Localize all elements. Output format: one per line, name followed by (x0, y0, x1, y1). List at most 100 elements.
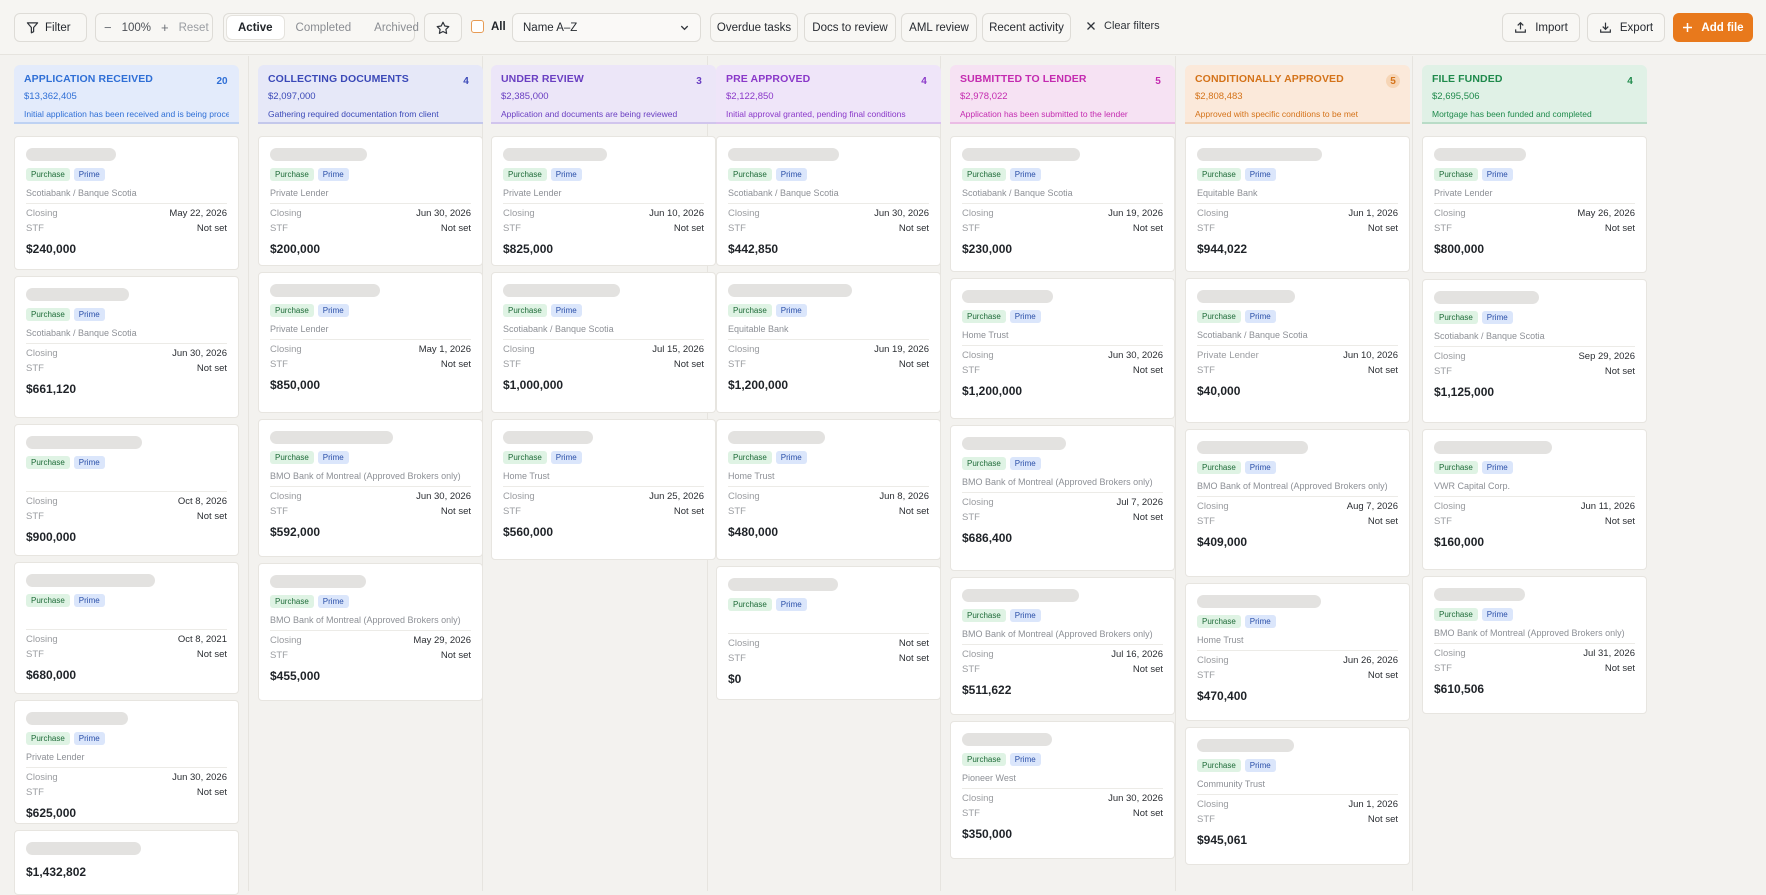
deal-card[interactable]: Purchase Prime Scotiabank / Banque Scotia C… (950, 136, 1175, 272)
card-divider (962, 644, 1163, 645)
deal-card[interactable]: Purchase Prime Equitable Bank Closing Jun 19… (716, 272, 941, 413)
lender-name: Scotiabank / Banque Scotia (728, 188, 839, 198)
deal-card[interactable]: Purchase Prime VWR Capital Corp. Closing Jun… (1422, 429, 1647, 570)
purchase-tag: Purchase (1197, 759, 1241, 772)
closing-date: Jul 16, 2026 (1111, 649, 1163, 660)
zoom-in-button[interactable]: + (161, 20, 169, 35)
card-divider (1197, 345, 1398, 346)
lender-name: BMO Bank of Montreal (Approved Brokers o… (962, 477, 1153, 487)
lender-name: BMO Bank of Montreal (Approved Brokers o… (1434, 628, 1625, 638)
deal-tags: Purchase Prime (1197, 615, 1398, 628)
deal-card[interactable]: Purchase Prime Private Lender Closing Jun 30… (258, 136, 483, 266)
favorites-button[interactable] (424, 13, 462, 42)
deal-card[interactable]: Purchase Prime BMO Bank of Montreal (Appro… (258, 563, 483, 701)
plus-icon (1682, 22, 1693, 33)
lender-name: Home Trust (1197, 635, 1244, 645)
closing-date: Jun 30, 2026 (874, 208, 929, 219)
deal-card[interactable]: $1,432,802 (14, 830, 239, 895)
add-file-button[interactable]: Add file (1673, 13, 1753, 42)
prime-tag: Prime (73, 308, 105, 321)
sort-select[interactable]: Name A–Z (512, 13, 701, 42)
closing-label: Closing (26, 348, 58, 359)
aml-review-filter[interactable]: AML review (901, 13, 977, 42)
deal-card[interactable]: Purchase Prime Private Lender Closing Jun 30… (14, 700, 239, 824)
column-divider (1175, 56, 1176, 891)
deal-card[interactable]: Purchase Prime Home Trust Closing Jun 30, 20… (950, 278, 1175, 419)
zoom-out-button[interactable]: − (104, 20, 112, 35)
stf-value: Not set (673, 223, 704, 234)
recent-activity-filter[interactable]: Recent activity (982, 13, 1071, 42)
deal-card[interactable]: Purchase Prime BMO Bank of Montreal (Appro… (1422, 576, 1647, 714)
deal-card[interactable]: Purchase Prime Scotiabank / Banque Scotia C… (491, 272, 716, 413)
lender-name: Community Trust (1197, 779, 1266, 789)
zoom-reset-button[interactable]: Reset (178, 21, 209, 34)
deal-tags: Purchase Prime (270, 304, 471, 317)
deal-card[interactable]: Purchase Prime Scotiabank / Banque Scotia P… (1185, 278, 1410, 423)
closing-date: Jun 30, 2026 (172, 348, 227, 359)
deal-card[interactable]: Purchase Prime BMO Bank of Montreal (Appro… (950, 425, 1175, 571)
closing-date: Jun 30, 2026 (172, 772, 227, 783)
deal-card[interactable]: Purchase Prime Scotiabank / Banque Scotia C… (716, 136, 941, 266)
filter-button[interactable]: Filter (14, 13, 87, 42)
import-button[interactable]: Import (1502, 13, 1580, 42)
closing-label: Closing (728, 344, 760, 355)
filter-icon (26, 21, 39, 34)
lender-name: Home Trust (962, 330, 1009, 340)
tab-active[interactable]: Active (227, 16, 284, 39)
column-total-amount: $2,808,483 (1195, 91, 1243, 102)
deal-card[interactable]: Purchase Prime Private Lender Closing May 1,… (258, 272, 483, 413)
deal-card[interactable]: Purchase Prime Scotiabank / Banque Scotia C… (1422, 279, 1647, 423)
stf-label: STF (1434, 223, 1452, 234)
deal-card[interactable]: Purchase Prime BMO Bank of Montreal (Appro… (258, 419, 483, 557)
overdue-tasks-filter[interactable]: Overdue tasks (710, 13, 798, 42)
deal-card[interactable]: Purchase Prime Private Lender Closing May 26… (1422, 136, 1647, 273)
deal-card[interactable]: Purchase Prime Pioneer West Closing Jun 30, … (950, 721, 1175, 859)
prime-tag: Prime (1244, 461, 1276, 474)
deal-card[interactable]: Purchase Prime Closing Oct 8, 2021 STF Not se… (14, 562, 239, 694)
lender-name: Home Trust (728, 471, 775, 481)
deal-card[interactable]: Purchase Prime Equitable Bank Closing Jun 1,… (1185, 136, 1410, 272)
tab-completed[interactable]: Completed (295, 21, 352, 34)
lender-name: Private Lender (270, 188, 329, 198)
deal-card[interactable]: Purchase Prime Home Trust Closing Jun 25, 20… (491, 419, 716, 560)
closing-date: Jun 30, 2026 (416, 491, 471, 502)
lender-name: Scotiabank / Banque Scotia (962, 188, 1073, 198)
closing-date: Jul 7, 2026 (1116, 497, 1163, 508)
prime-tag: Prime (73, 168, 105, 181)
card-divider (503, 203, 704, 204)
deal-card[interactable]: Purchase Prime Scotiabank / Banque Scotia C… (14, 276, 239, 418)
prime-tag: Prime (775, 304, 807, 317)
stf-label: STF (728, 506, 746, 517)
deal-card[interactable]: Purchase Prime Home Trust Closing Jun 8, 202… (716, 419, 941, 560)
stf-value: Not set (196, 511, 227, 522)
docs-to-review-filter[interactable]: Docs to review (804, 13, 896, 42)
deal-card[interactable]: Purchase Prime BMO Bank of Montreal (Appro… (950, 577, 1175, 715)
deal-card[interactable]: Purchase Prime Community Trust Closing Jun 1… (1185, 727, 1410, 865)
column-count-badge: 3 (696, 75, 702, 87)
clear-filters-button[interactable]: Clear filters (1086, 20, 1160, 32)
deal-card[interactable]: Purchase Prime Private Lender Closing Jun 10… (491, 136, 716, 266)
select-all-checkbox[interactable]: All (471, 20, 506, 33)
prime-tag: Prime (1244, 168, 1276, 181)
lender-name: VWR Capital Corp. (1434, 481, 1511, 491)
recent-activity-label: Recent activity (989, 21, 1064, 34)
deal-card[interactable]: Purchase Prime Scotiabank / Banque Scotia C… (14, 136, 239, 270)
export-button[interactable]: Export (1587, 13, 1665, 42)
deal-amount: $800,000 (1434, 242, 1485, 256)
deal-card[interactable]: Purchase Prime Home Trust Closing Jun 26, 20… (1185, 583, 1410, 721)
deal-tags: Purchase Prime (728, 304, 929, 317)
deal-card[interactable]: Purchase Prime Closing Not set STF Not set $0 (716, 566, 941, 700)
stf-value: Not set (440, 223, 471, 234)
closing-date: Sep 29, 2026 (1578, 351, 1635, 362)
deal-card[interactable]: Purchase Prime Closing Oct 8, 2026 STF Not se… (14, 424, 239, 556)
column-header-collecting-documents: COLLECTING DOCUMENTS 4 $2,097,000 Gathering… (258, 65, 483, 124)
closing-label: Closing (962, 350, 994, 361)
close-icon (1086, 21, 1096, 31)
card-divider (728, 486, 929, 487)
lender-name: Home Trust (503, 471, 550, 481)
closing-date: Jun 1, 2026 (1348, 208, 1398, 219)
closing-date: Jun 25, 2026 (649, 491, 704, 502)
tab-archived[interactable]: Archived (374, 21, 419, 34)
deal-card[interactable]: Purchase Prime BMO Bank of Montreal (Appro… (1185, 429, 1410, 577)
closing-label: Closing (26, 496, 58, 507)
